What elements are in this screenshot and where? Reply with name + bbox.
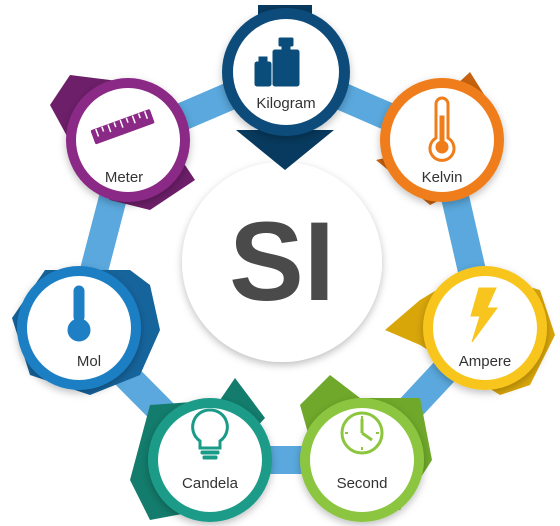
unit-node-kilogram: Kilogram [222,5,350,170]
ruler-tick [119,119,124,128]
unit-label-kilogram: Kilogram [256,95,315,112]
ruler-tick [143,110,149,120]
ruler-tick [125,117,129,123]
ruler-tick [113,122,117,128]
weights-icon [254,37,300,87]
thermometer-icon [428,96,456,162]
ruler-tick [101,126,105,132]
clock-icon [340,411,384,455]
unit-label-meter: Meter [105,169,143,186]
unit-node-second: Second [300,375,432,522]
ruler-tick [95,128,100,137]
ruler-tick [131,115,136,124]
unit-node-ampere: Ampere [385,266,555,395]
center-label: SI [229,199,335,324]
unit-label-kelvin: Kelvin [422,169,463,186]
unit-label-candela: Candela [182,475,239,492]
lightning-icon [470,287,498,343]
ruler-tick [137,113,141,119]
lightbulb-icon [191,408,229,460]
ruler-icon [90,109,155,145]
flask-icon [67,285,91,342]
unit-node-kelvin: Kelvin [376,72,504,205]
unit-label-ampere: Ampere [459,353,512,370]
unit-label-mol: Mol [77,353,101,370]
ruler-tick [107,124,112,133]
unit-node-mol: Mol [12,266,160,395]
unit-node-candela: Candela [130,378,272,522]
unit-node-meter: Meter [50,75,195,210]
unit-label-second: Second [337,475,388,492]
center-badge: SI [182,162,382,362]
